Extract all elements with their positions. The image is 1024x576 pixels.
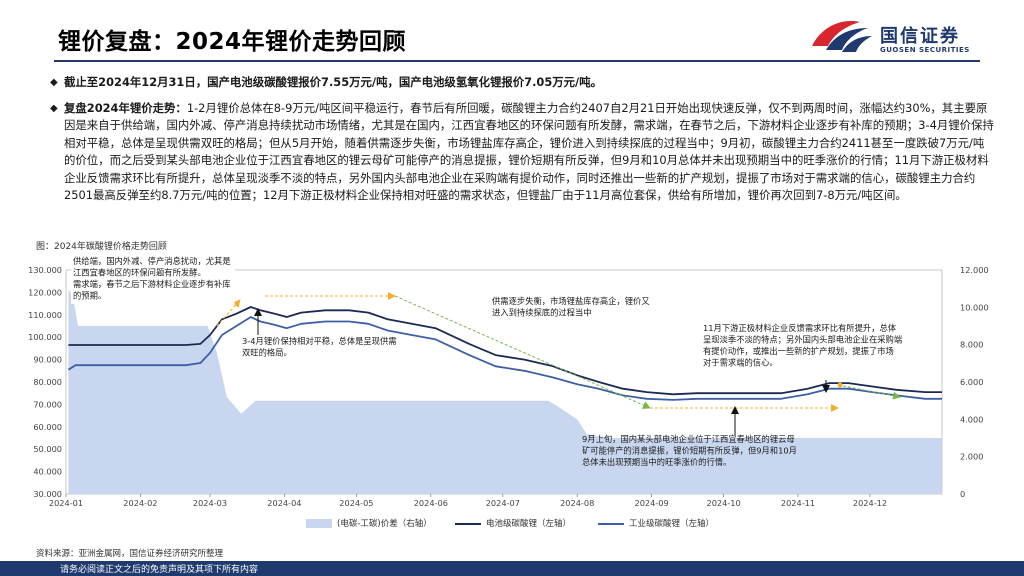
annotation-text: 需求端，春节之后下游材料企业逐步有补库 [73,279,231,289]
legend-industrial-label: 工业级碳酸锂（左轴） [629,519,715,529]
y-left-tick-label: 100.000 [28,332,62,342]
y-right-tick-label: 0 [960,489,965,499]
annotation-text: 呈现淡季不淡的特点；另外国内头部电池企业在采购端 [703,335,902,345]
annotation-arrow-decline [394,295,651,409]
diamond-bullet-icon: ◆ [50,77,58,88]
annotation-text: 矿可能停产的消息提振，锂价短期有所反弹，但9月和10月 [582,446,797,456]
summary-paragraph: ◆ 截止至2024年12月31日，国产电池级碳酸锂报价7.55万元/吨，国产电池… [50,74,994,91]
page-title: 锂价复盘：2024年锂价走势回顾 [58,29,407,55]
y-left-tick-label: 40.000 [33,467,62,477]
x-tick-label: 2024-04 [267,498,301,508]
annotation-text: 对于需求端的信心。 [703,358,778,368]
legend-spread-label: (电碳-工碳)价差（右轴） [337,519,432,529]
annotation-text: 进入到持续探底的过程当中 [492,308,592,318]
company-logo: 国信证券 GUOSEN SECURITIES [808,16,978,60]
legend-spread-swatch [306,519,332,528]
y-right-tick-label: 10.000 [960,302,989,312]
title-divider [54,60,980,62]
series-battery-line [68,306,942,396]
x-tick-label: 2024-05 [339,498,373,508]
x-tick-label: 2024-02 [123,498,157,508]
x-tick-label: 2024-10 [706,498,740,508]
y-left-tick-label: 70.000 [33,399,62,409]
annotation-text: 11月下游正极材料企业反馈需求环比有所提升，总体 [703,323,897,333]
review-paragraph: ◆ 复盘2024年锂价走势：1-2月锂价总体在8-9万元/吨区间平稳运行，春节后… [50,100,994,204]
legend-industrial-swatch [598,522,624,525]
annotation-text: 供给端，国内外减、停产消息扰动，尤其是 [73,256,231,266]
y-left-tick-label: 50.000 [33,444,62,454]
y-left-tick-label: 90.000 [33,355,62,365]
lithium-price-chart: 130.000 120.000 110.000 100.000 90.000 80.000… [28,255,989,508]
footer-bar: 请务必阅读正文之后的免责声明及其项下所有内容 [0,561,1024,576]
y-left-tick-label: 30.000 [33,489,62,499]
annotation-backdrop [701,322,907,371]
logo-text-cn: 国信证券 [880,26,960,47]
y-right-tick-label: 6.000 [960,377,983,387]
annotation-text: 江西宜春地区的环保问题有所发酵。 [73,268,206,278]
annotation-text: 3-4月锂价保持相对平稳，总体是呈现供需 [242,336,397,346]
guosen-logo-icon [812,21,872,52]
review-text: 1-2月锂价总体在8-9万元/吨区间平稳运行，春节后有所回暖，碳酸锂主力合约24… [64,101,994,203]
x-tick-label: 2024-08 [560,498,594,508]
annotation-text: 的预期。 [73,291,106,301]
y-left-tick-label: 80.000 [33,377,62,387]
legend-spread: (电碳-工碳)价差（右轴） [306,517,432,529]
annotation-backdrop [71,255,235,304]
series-spread-area [68,288,942,494]
annotation-text: 总体未出现预期当中的旺季涨价的行情。 [582,457,731,467]
annotation-arrow-rebound [216,299,241,327]
x-tick-label: 2024-12 [853,498,887,508]
source-note: 资料来源：亚洲金属网，国信证券经济研究所整理 [36,549,224,559]
footer-disclaimer: 请务必阅读正文之后的免责声明及其项下所有内容 [60,565,259,575]
legend-battery-label: 电池级碳酸锂（左轴） [486,519,572,529]
x-tick-label: 2024-07 [486,498,520,508]
annotation-text: 供需逐步失衡，市场锂盐库存高企，锂价又 [492,296,650,306]
y-left-tick-label: 110.000 [28,310,62,320]
legend-battery-swatch [455,522,481,525]
annotation-text: 有提价动作，或推出一些新的扩产规划，提振了市场 [703,346,894,356]
figure-caption: 图：2024年碳酸锂价格走势回顾 [36,242,167,252]
annotation-arrow-december [837,384,901,400]
annotation-text: 双旺的格局。 [242,348,292,358]
y-left-tick-label: 120.000 [28,287,62,297]
annotation-text: 9月上旬，国内某头部电池企业位于江西宜春地区的锂云母 [582,434,795,444]
x-tick-label: 2024-11 [781,498,815,508]
y-left-tick-label: 130.000 [28,265,62,275]
legend-battery: 电池级碳酸锂（左轴） [455,517,571,529]
legend-industrial: 工业级碳酸锂（左轴） [598,517,714,529]
summary-text: 截止至2024年12月31日，国产电池级碳酸锂报价7.55万元/吨，国产电池级氢… [64,75,602,89]
y-right-tick-label: 8.000 [960,340,983,350]
series-industrial-line [67,316,942,401]
y-left-tick-label: 60.000 [33,422,62,432]
y-right-tick-label: 12.000 [960,265,989,275]
x-tick-label: 2024-01 [49,498,83,508]
marker-peak-dot [837,382,843,388]
x-tick-label: 2024-06 [414,498,448,508]
diamond-bullet-icon: ◆ [50,103,58,114]
review-lead: 复盘2024年锂价走势： [64,101,187,115]
y-right-tick-label: 4.000 [960,414,983,424]
logo-text-en: GUOSEN SECURITIES [880,46,970,54]
y-right-tick-label: 2.000 [960,452,983,462]
x-tick-label: 2024-09 [634,498,668,508]
x-tick-label: 2024-03 [193,498,227,508]
